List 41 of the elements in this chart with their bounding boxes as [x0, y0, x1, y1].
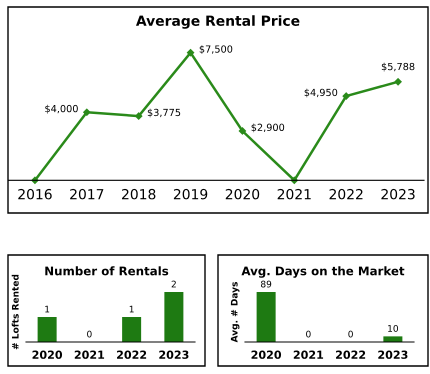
- x-tick-label: 2022: [336, 350, 366, 359]
- x-tick-label: 2022: [330, 188, 362, 200]
- x-tick-label: 2023: [159, 350, 188, 359]
- point: [394, 78, 402, 86]
- y-axis-title: Avg. # Days: [230, 282, 240, 342]
- point: [135, 112, 142, 120]
- x-tick-label: 2021: [278, 188, 311, 200]
- chart-title: Avg. Days on the Market: [241, 266, 404, 278]
- point: [186, 49, 194, 56]
- point: [83, 108, 90, 116]
- data-label: $2,900: [252, 123, 284, 132]
- data-label: $4,950: [304, 88, 338, 98]
- data-label: 1: [45, 306, 50, 312]
- x-tick-label: 2021: [74, 350, 104, 359]
- data-label: $3,775: [148, 108, 180, 118]
- x-tick-label: 2023: [378, 350, 408, 359]
- x-tick-label: 2020: [252, 350, 282, 359]
- x-tick-label: 2020: [226, 188, 260, 200]
- x-tick-label: 2019: [174, 188, 208, 200]
- data-label: $4,000: [45, 104, 78, 114]
- data-label: 0: [306, 330, 311, 338]
- x-tick-label: 2023: [381, 188, 415, 200]
- data-label: 0: [87, 330, 92, 338]
- y-axis-title: # Lofts Rented: [12, 274, 19, 350]
- data-label: 2: [172, 280, 176, 288]
- x-tick-label: 2022: [117, 350, 146, 359]
- x-tick-label: 2017: [70, 188, 104, 200]
- data-label: 1: [130, 306, 134, 312]
- point: [342, 92, 350, 100]
- x-tick-label: 2020: [32, 350, 62, 359]
- data-label: 10: [388, 325, 398, 332]
- x-tick-label: 2016: [18, 188, 52, 200]
- x-tick-label: 2021: [294, 350, 324, 359]
- point: [238, 127, 246, 135]
- chart-title: Average Rental Price: [136, 15, 300, 29]
- data-label: 0: [348, 330, 353, 338]
- chart-title: Number of Rentals: [45, 266, 168, 276]
- data-label: $7,500: [200, 45, 232, 54]
- data-label: 89: [260, 280, 272, 288]
- data-label: $5,788: [382, 62, 414, 72]
- x-tick-label: 2018: [122, 188, 156, 200]
